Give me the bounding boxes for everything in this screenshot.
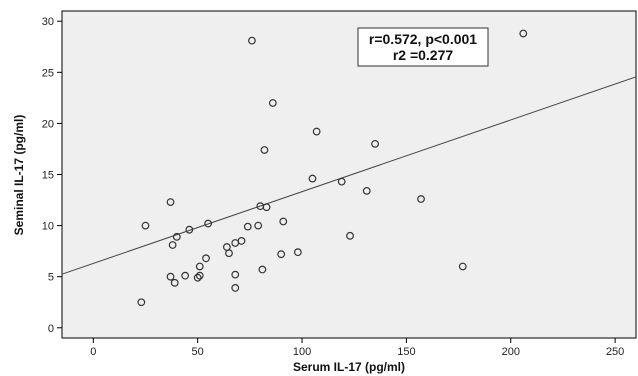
data-point [202,254,210,263]
x-tick-label: 100 [293,346,311,358]
data-point [260,146,269,154]
data-point [185,225,194,234]
y-tick-label: 10 [42,221,54,233]
x-tick-label: 250 [606,346,624,358]
data-point [231,284,240,292]
data-point [137,298,146,307]
data-point [243,222,252,231]
x-tick-label: 0 [90,346,96,358]
regression-line [61,76,637,275]
data-points [137,29,528,307]
data-point [254,221,263,230]
data-point [172,232,181,241]
y-tick-label: 5 [48,272,54,284]
y-tick-label: 20 [42,118,54,130]
annotation-line-2: r2 =0.277 [393,47,454,63]
data-point [262,203,271,212]
data-point [258,265,267,274]
data-point [193,273,202,282]
data-point [279,217,288,226]
data-point [346,231,354,240]
annotation-box [357,27,489,67]
annotation-line-1: r=0.572, p<0.001 [369,31,477,47]
data-point [417,195,425,203]
data-point [337,177,346,186]
data-point [293,248,302,257]
x-tick-label: 150 [397,346,415,358]
data-point [170,278,179,287]
data-point [268,99,277,107]
data-point [362,186,371,195]
x-tick-label: 50 [192,346,204,358]
y-tick-label: 0 [48,323,54,335]
data-point [458,262,467,271]
data-point [225,249,233,258]
y-tick-label: 30 [42,16,54,28]
plot-area [61,10,637,339]
data-point [168,241,177,249]
y-axis-ticks: 0 5 10 15 20 25 30 [42,16,62,335]
data-point [231,270,240,279]
data-point [181,271,190,280]
y-tick-label: 25 [42,67,54,79]
data-point [248,36,256,45]
x-axis-ticks: 0 50 100 150 200 250 [90,338,624,358]
y-tick-label: 15 [42,170,54,182]
data-point [519,29,528,38]
data-point [308,174,317,183]
data-point [166,272,175,281]
x-axis-label: Serum IL-17 (pg/ml) [293,360,405,374]
data-point [195,271,204,280]
data-point [195,262,204,271]
data-point [277,250,286,259]
data-point [166,198,175,206]
x-tick-label: 200 [502,346,520,358]
data-point [237,237,246,245]
data-point [371,139,379,148]
data-point [141,221,150,230]
data-point [204,219,213,228]
y-axis-label: Seminal IL-17 (pg/ml) [12,115,26,236]
data-point [312,127,321,136]
